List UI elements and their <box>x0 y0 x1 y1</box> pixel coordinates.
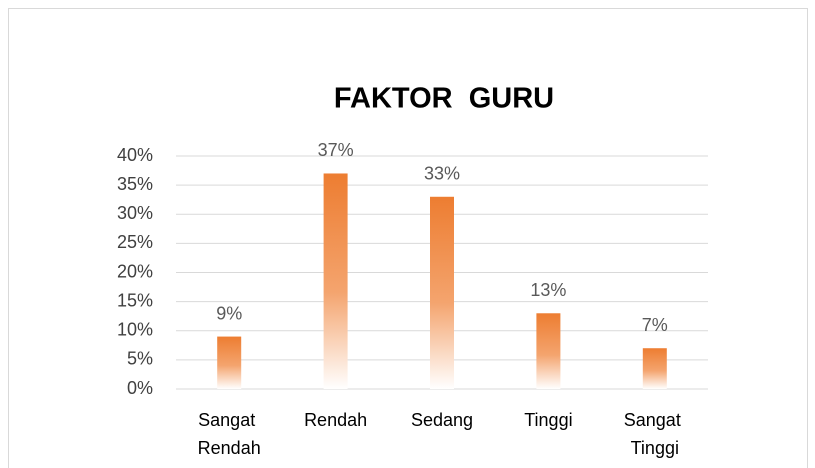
y-tick-label: 5% <box>127 349 153 369</box>
bar <box>536 313 561 389</box>
x-tick-label: Sangat Tinggi <box>624 410 686 458</box>
y-tick-label: 15% <box>117 290 153 310</box>
x-tick-label: Rendah <box>304 410 367 430</box>
x-tick-label: Tinggi <box>524 410 572 430</box>
bar <box>430 196 454 389</box>
x-tick-label: Sangat Rendah <box>198 410 261 458</box>
y-tick-label: 10% <box>117 320 153 340</box>
bar <box>323 173 348 389</box>
data-label: 33% <box>424 164 460 184</box>
y-tick-label: 30% <box>117 203 153 223</box>
y-tick-label: 25% <box>117 232 153 252</box>
data-label: 13% <box>530 280 566 300</box>
chart-title: FAKTOR GURU <box>334 83 554 115</box>
bar <box>217 336 242 389</box>
data-label: 37% <box>318 140 354 160</box>
y-tick-label: 40% <box>117 145 153 165</box>
data-label: 9% <box>216 303 242 323</box>
data-label: 7% <box>642 315 668 335</box>
y-tick-label: 20% <box>117 261 153 281</box>
y-tick-label: 35% <box>117 174 153 194</box>
bar <box>642 348 667 389</box>
chart-frame <box>8 8 808 468</box>
y-tick-label: 0% <box>127 378 153 398</box>
x-tick-label: Sedang <box>411 410 473 430</box>
